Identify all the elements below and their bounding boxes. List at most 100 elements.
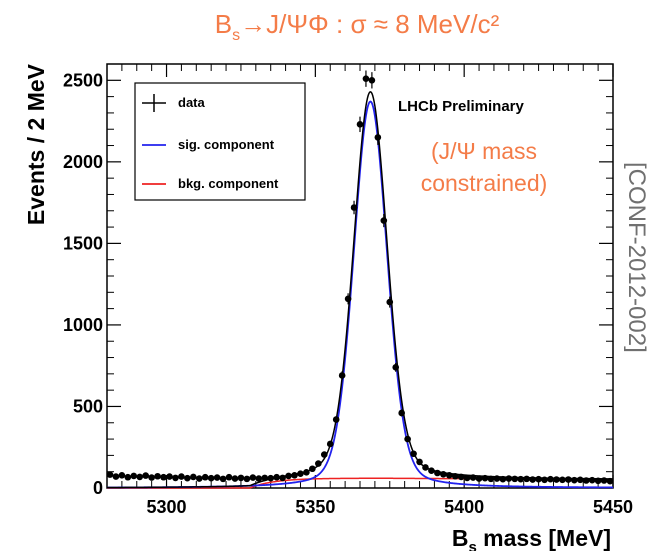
data-marker bbox=[541, 476, 548, 484]
data-point bbox=[195, 475, 203, 482]
data-point bbox=[309, 465, 316, 473]
data-marker bbox=[440, 471, 447, 478]
data-point bbox=[380, 213, 388, 228]
reference-label: [CONF-2012-002] bbox=[623, 162, 650, 353]
data-point bbox=[475, 475, 483, 482]
data-point bbox=[440, 471, 447, 478]
data-marker bbox=[404, 435, 411, 443]
data-marker bbox=[320, 451, 328, 458]
data-point bbox=[291, 471, 298, 479]
data-marker bbox=[398, 409, 405, 417]
data-marker bbox=[255, 475, 263, 482]
data-point bbox=[350, 200, 358, 215]
data-point bbox=[142, 472, 149, 479]
data-marker bbox=[338, 372, 346, 379]
data-marker bbox=[457, 473, 465, 481]
data-marker bbox=[493, 475, 501, 482]
data-point bbox=[166, 473, 173, 480]
data-marker bbox=[350, 204, 358, 211]
data-marker bbox=[106, 471, 114, 478]
data-point bbox=[511, 475, 519, 483]
legend: data sig. component bkg. component bbox=[134, 82, 306, 201]
data-point bbox=[124, 473, 132, 481]
data-point bbox=[529, 476, 536, 483]
data-point bbox=[315, 460, 322, 467]
data-marker bbox=[535, 475, 542, 483]
data-point bbox=[362, 70, 370, 87]
data-point bbox=[416, 458, 423, 466]
data-marker bbox=[249, 474, 257, 481]
data-marker bbox=[428, 467, 435, 475]
data-marker bbox=[582, 477, 590, 484]
data-point bbox=[571, 476, 578, 484]
legend-label-background: bkg. component bbox=[178, 176, 279, 191]
data-point bbox=[130, 472, 138, 480]
data-point bbox=[190, 473, 197, 481]
data-point bbox=[255, 475, 263, 482]
y-tick-label: 500 bbox=[73, 396, 103, 416]
data-point bbox=[261, 474, 269, 482]
data-point bbox=[606, 477, 614, 485]
data-point bbox=[106, 471, 114, 478]
data-point bbox=[541, 476, 548, 484]
data-point bbox=[434, 469, 441, 477]
data-point bbox=[499, 475, 507, 483]
data-point bbox=[297, 470, 304, 477]
x-tick-label: 5400 bbox=[444, 497, 484, 517]
data-marker bbox=[463, 474, 471, 482]
data-marker bbox=[303, 469, 310, 476]
data-marker bbox=[326, 440, 334, 448]
data-point bbox=[249, 474, 257, 481]
data-point bbox=[231, 475, 239, 482]
data-point bbox=[279, 474, 286, 482]
data-marker bbox=[285, 472, 292, 480]
title-b: B bbox=[215, 9, 232, 39]
data-marker bbox=[588, 476, 596, 484]
data-point bbox=[338, 371, 346, 380]
legend-item-background: bkg. component bbox=[142, 176, 279, 191]
data-point bbox=[184, 474, 191, 482]
data-point bbox=[219, 475, 227, 483]
data-point bbox=[505, 475, 513, 482]
data-point bbox=[172, 474, 179, 482]
x-tick-label: 5350 bbox=[295, 497, 335, 517]
data-point bbox=[422, 464, 429, 471]
data-point bbox=[237, 474, 245, 482]
data-point bbox=[178, 473, 185, 480]
data-marker bbox=[154, 472, 161, 480]
experiment-label: LHCb Preliminary bbox=[398, 98, 525, 115]
data-point bbox=[463, 474, 471, 482]
y-tick-label: 0 bbox=[93, 478, 103, 498]
data-point bbox=[553, 476, 560, 483]
y-tick-label: 2500 bbox=[63, 70, 103, 90]
data-marker bbox=[416, 458, 423, 466]
data-marker bbox=[148, 474, 155, 481]
data-marker bbox=[559, 476, 566, 484]
data-marker bbox=[243, 475, 251, 483]
data-marker bbox=[267, 474, 275, 482]
data-marker bbox=[130, 472, 138, 480]
data-point bbox=[576, 476, 584, 484]
data-point bbox=[356, 116, 364, 133]
data-marker bbox=[219, 475, 227, 483]
data-marker bbox=[499, 475, 507, 483]
data-point bbox=[410, 450, 417, 458]
constraint-note-line1: (J/Ψ mass bbox=[431, 138, 537, 164]
data-point bbox=[243, 475, 251, 483]
data-marker bbox=[606, 477, 614, 485]
data-marker bbox=[112, 473, 120, 480]
legend-item-data: data bbox=[142, 94, 206, 112]
data-point bbox=[332, 416, 340, 423]
data-marker bbox=[344, 295, 352, 303]
data-marker bbox=[201, 473, 209, 481]
data-point bbox=[112, 473, 120, 480]
data-point bbox=[445, 471, 453, 479]
data-point bbox=[404, 435, 411, 443]
legend-label-signal: sig. component bbox=[178, 137, 275, 152]
data-point bbox=[136, 473, 144, 481]
data-point bbox=[207, 474, 215, 482]
data-marker bbox=[136, 473, 144, 481]
data-marker bbox=[576, 476, 584, 484]
data-point bbox=[493, 475, 501, 482]
data-marker bbox=[195, 475, 203, 482]
